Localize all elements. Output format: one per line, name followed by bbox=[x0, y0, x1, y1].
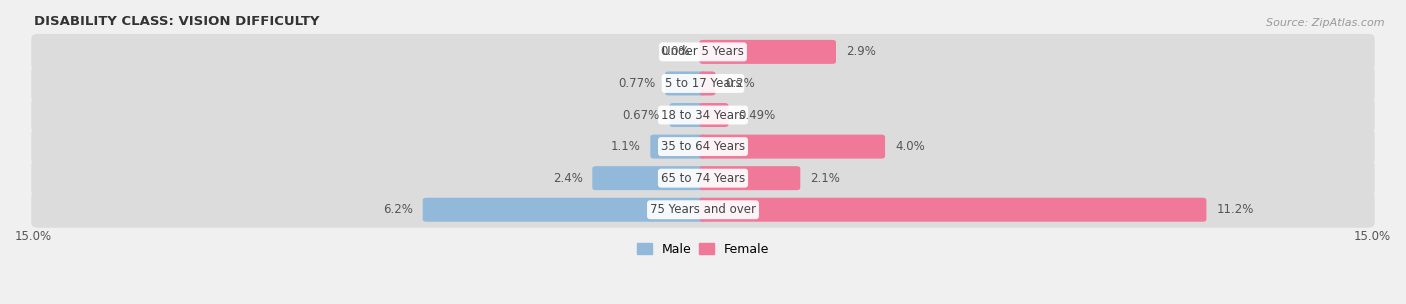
Text: Under 5 Years: Under 5 Years bbox=[662, 45, 744, 58]
FancyBboxPatch shape bbox=[31, 34, 1375, 70]
Text: 2.4%: 2.4% bbox=[553, 172, 582, 185]
FancyBboxPatch shape bbox=[665, 71, 707, 95]
Text: Source: ZipAtlas.com: Source: ZipAtlas.com bbox=[1267, 18, 1385, 28]
FancyBboxPatch shape bbox=[31, 65, 1375, 102]
Text: 35 to 64 Years: 35 to 64 Years bbox=[661, 140, 745, 153]
Text: 18 to 34 Years: 18 to 34 Years bbox=[661, 109, 745, 122]
FancyBboxPatch shape bbox=[699, 198, 1206, 222]
Text: 65 to 74 Years: 65 to 74 Years bbox=[661, 172, 745, 185]
FancyBboxPatch shape bbox=[699, 166, 800, 190]
FancyBboxPatch shape bbox=[31, 129, 1375, 164]
FancyBboxPatch shape bbox=[699, 40, 837, 64]
Legend: Male, Female: Male, Female bbox=[631, 238, 775, 261]
Text: 0.2%: 0.2% bbox=[725, 77, 755, 90]
Text: 0.49%: 0.49% bbox=[738, 109, 776, 122]
Text: 0.67%: 0.67% bbox=[623, 109, 659, 122]
Text: 2.9%: 2.9% bbox=[846, 45, 876, 58]
FancyBboxPatch shape bbox=[423, 198, 707, 222]
Text: 0.0%: 0.0% bbox=[659, 45, 689, 58]
Text: 11.2%: 11.2% bbox=[1216, 203, 1254, 216]
FancyBboxPatch shape bbox=[699, 135, 886, 159]
Text: 4.0%: 4.0% bbox=[894, 140, 925, 153]
FancyBboxPatch shape bbox=[669, 103, 707, 127]
Text: DISABILITY CLASS: VISION DIFFICULTY: DISABILITY CLASS: VISION DIFFICULTY bbox=[34, 15, 319, 28]
Text: 0.77%: 0.77% bbox=[619, 77, 655, 90]
Text: 6.2%: 6.2% bbox=[382, 203, 413, 216]
Text: 1.1%: 1.1% bbox=[610, 140, 641, 153]
Text: 2.1%: 2.1% bbox=[810, 172, 839, 185]
FancyBboxPatch shape bbox=[31, 97, 1375, 133]
FancyBboxPatch shape bbox=[651, 135, 707, 159]
Text: 5 to 17 Years: 5 to 17 Years bbox=[665, 77, 741, 90]
Text: 75 Years and over: 75 Years and over bbox=[650, 203, 756, 216]
FancyBboxPatch shape bbox=[699, 103, 728, 127]
FancyBboxPatch shape bbox=[31, 192, 1375, 228]
FancyBboxPatch shape bbox=[592, 166, 707, 190]
FancyBboxPatch shape bbox=[699, 71, 716, 95]
FancyBboxPatch shape bbox=[31, 160, 1375, 196]
